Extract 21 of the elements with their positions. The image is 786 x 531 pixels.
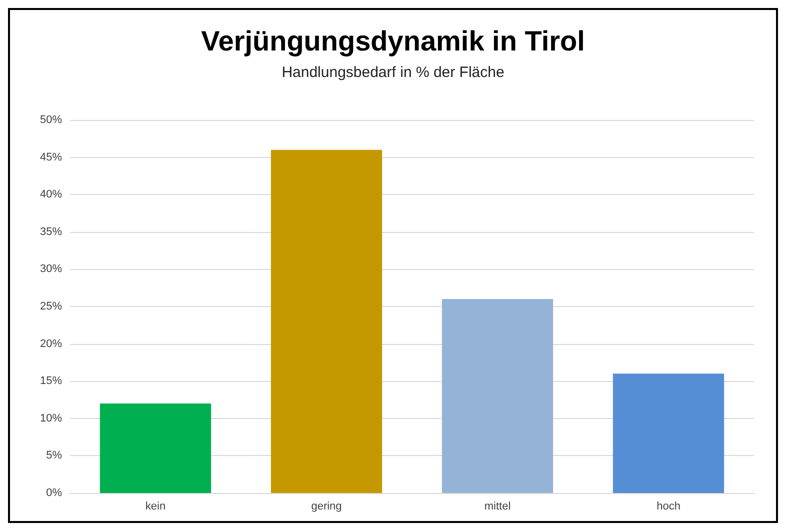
y-tick-label: 35% [40,226,62,238]
chart-subtitle: Handlungsbedarf in % der Fläche [282,64,504,81]
y-tick-label: 15% [40,375,62,388]
y-tick-label: 40% [40,188,62,201]
y-tick-label: 30% [40,263,62,276]
y-tick-label: 10% [40,412,62,424]
y-tick-label: 25% [40,300,62,312]
x-tick-label: mittel [484,500,511,512]
y-tick-label: 20% [40,338,62,350]
bar [270,150,382,493]
y-tick-label: 45% [40,151,62,164]
x-tick-label: hoch [656,500,680,512]
bar [442,299,554,493]
y-tick-label: 5% [46,450,62,462]
bar [612,374,724,493]
x-tick-label: gering [311,500,342,512]
y-tick-label: 0% [46,487,62,499]
x-tick-label: kein [145,500,166,512]
y-tick-label: 50% [40,114,62,126]
chart-title: Verjüngungsdynamik in Tirol [201,26,585,56]
bar [100,403,212,493]
